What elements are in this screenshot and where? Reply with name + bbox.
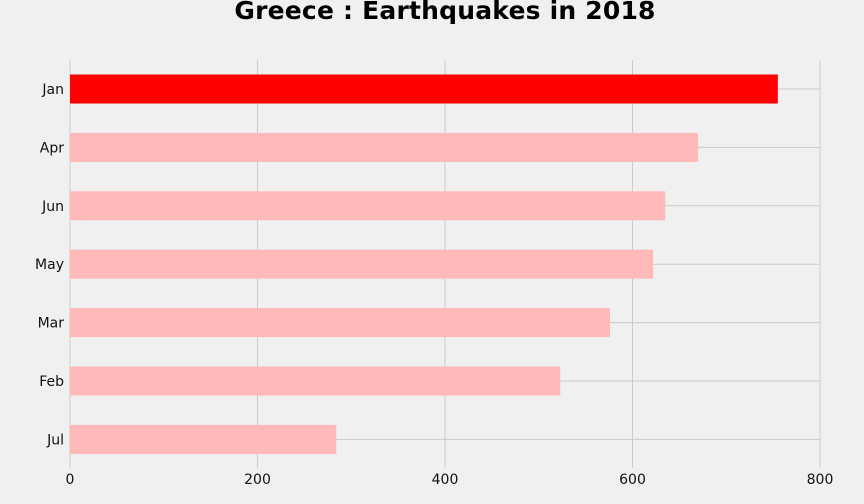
- bar-mar: [70, 308, 610, 338]
- x-tick-label: 600: [619, 472, 646, 488]
- x-tick-label: 400: [432, 472, 459, 488]
- bar-jun: [70, 191, 666, 221]
- y-tick-label: Jan: [41, 82, 64, 98]
- x-tick-label: 200: [244, 472, 271, 488]
- y-tick-label: Jul: [46, 432, 64, 448]
- y-tick-label: Apr: [40, 140, 64, 156]
- y-tick-label: Jun: [41, 199, 64, 215]
- bar-jan: [70, 74, 778, 104]
- chart-title: Greece : Earthquakes in 2018: [234, 0, 656, 25]
- label-layer: 0 200 400 600 800 Jan Apr Jun May Mar Feb Jul: [35, 82, 833, 488]
- bar-feb: [70, 366, 561, 396]
- bar-layer: [70, 74, 778, 454]
- bar-may: [70, 249, 654, 279]
- y-tick-label: Feb: [39, 374, 64, 390]
- x-tick-label: 0: [66, 472, 75, 488]
- y-tick-label: Mar: [38, 316, 65, 332]
- y-tick-label: May: [35, 257, 64, 273]
- bar-jul: [70, 424, 337, 454]
- bar-apr: [70, 132, 699, 162]
- x-tick-label: 800: [807, 472, 834, 488]
